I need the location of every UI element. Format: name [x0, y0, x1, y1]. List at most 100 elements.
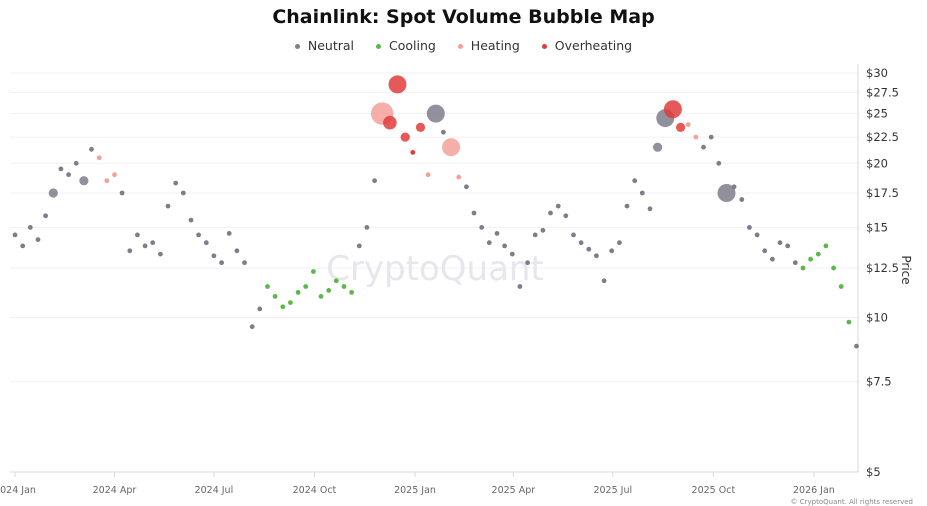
data-point — [356, 243, 362, 249]
data-point — [127, 248, 133, 254]
x-tick-label: 2024 Jan — [0, 485, 36, 496]
data-point — [58, 166, 64, 172]
legend-item-overheating[interactable]: Overheating — [541, 38, 633, 53]
data-point — [456, 174, 462, 180]
legend-label: Neutral — [307, 38, 354, 53]
data-point — [265, 284, 270, 289]
data-point — [48, 188, 58, 198]
data-point — [708, 134, 714, 140]
data-point — [601, 278, 607, 284]
data-point — [349, 290, 354, 295]
overheating-marker-icon — [541, 44, 547, 49]
data-point — [653, 142, 663, 152]
data-point — [165, 203, 171, 209]
data-point — [464, 184, 469, 190]
data-point — [685, 122, 691, 127]
legend-item-heating[interactable]: Heating — [457, 38, 520, 53]
data-point — [142, 243, 148, 249]
cooling-marker-icon — [375, 44, 381, 49]
data-point — [400, 132, 410, 142]
data-point — [777, 240, 783, 246]
data-point — [563, 213, 569, 219]
data-point — [441, 129, 446, 135]
data-point — [89, 146, 94, 152]
data-point — [96, 155, 102, 161]
data-point — [333, 278, 339, 284]
data-point — [609, 248, 615, 254]
data-point — [410, 150, 416, 155]
x-tick-label: 2025 Jul — [593, 485, 632, 496]
data-point — [762, 248, 768, 254]
heating-marker-icon — [457, 44, 463, 49]
data-point — [426, 104, 445, 123]
data-point — [372, 178, 377, 184]
data-point — [119, 190, 125, 196]
y-tick-label: $27.5 — [866, 85, 899, 99]
data-point — [617, 240, 622, 246]
neutral-marker-icon — [294, 44, 300, 49]
data-point — [846, 319, 852, 325]
data-point — [295, 290, 301, 295]
data-point — [525, 260, 530, 266]
legend: Neutral Cooling Heating Overheating — [0, 38, 927, 53]
data-point — [854, 343, 859, 349]
data-point — [135, 232, 140, 238]
data-point — [754, 232, 760, 238]
data-point — [532, 232, 538, 238]
data-point — [73, 160, 79, 166]
legend-item-neutral[interactable]: Neutral — [294, 38, 354, 53]
data-points — [12, 75, 859, 349]
data-point — [578, 240, 584, 246]
y-tick-label: $25 — [866, 107, 888, 121]
data-point — [364, 225, 370, 230]
data-point — [823, 243, 829, 249]
data-point — [112, 172, 117, 178]
x-tick-label: 2025 Jan — [394, 485, 436, 496]
data-point — [770, 256, 775, 262]
legend-item-cooling[interactable]: Cooling — [375, 38, 436, 53]
data-point — [517, 284, 523, 289]
data-point — [226, 231, 232, 236]
data-point — [785, 243, 791, 249]
x-tick-label: 2026 Jan — [793, 485, 835, 496]
data-point — [425, 172, 431, 178]
axes: $5 $7.5 $10 $12.5 $15 $17.5 $20 $22.5 $25 $27.5 $3… — [0, 64, 899, 496]
data-point — [211, 253, 217, 259]
data-point — [571, 232, 576, 238]
y-tick-label: $22.5 — [866, 130, 899, 144]
data-point — [196, 232, 202, 238]
data-point — [701, 144, 706, 150]
data-point — [831, 265, 836, 271]
legend-label: Overheating — [554, 38, 633, 53]
data-point — [35, 237, 41, 243]
data-point — [173, 180, 179, 186]
data-point — [66, 172, 71, 178]
data-point — [203, 240, 209, 246]
watermark: CryptoQuant — [326, 249, 544, 289]
data-point — [717, 184, 736, 202]
data-point — [311, 269, 316, 274]
data-point — [815, 251, 821, 257]
data-point — [555, 203, 561, 209]
x-tick-label: 2024 Jul — [195, 485, 234, 496]
data-point — [272, 294, 278, 299]
data-point — [79, 176, 89, 186]
data-point — [234, 248, 240, 254]
data-point — [27, 225, 33, 230]
y-tick-label: $7.5 — [866, 375, 892, 389]
data-point — [548, 210, 553, 216]
data-point — [502, 243, 507, 249]
data-point — [318, 294, 324, 299]
data-point — [494, 231, 500, 236]
data-point — [632, 178, 638, 184]
data-point — [676, 122, 686, 132]
data-point — [586, 246, 592, 252]
data-point — [150, 240, 156, 246]
data-point — [509, 251, 515, 257]
x-tick-label: 2024 Apr — [93, 485, 137, 496]
data-point — [838, 284, 844, 289]
data-point — [479, 225, 485, 230]
data-point — [104, 178, 110, 184]
legend-label: Cooling — [388, 38, 436, 53]
